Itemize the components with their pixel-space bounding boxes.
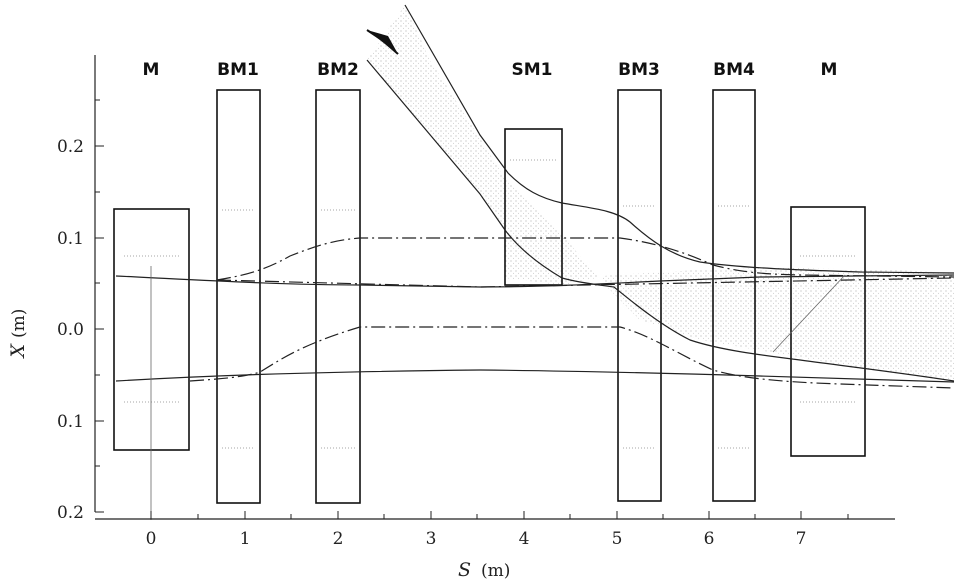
- injected-beam-band: [367, 5, 954, 380]
- injection-arrow-icon: [366, 29, 399, 55]
- magnet-bm3: BM3: [617, 60, 662, 502]
- x-tick-label: 4: [519, 529, 530, 549]
- x-tick-label: 6: [704, 529, 715, 549]
- injected-outer-line: [404, 4, 954, 274]
- x-tick-label: 7: [796, 529, 807, 549]
- magnet-label: BM1: [217, 60, 259, 80]
- envelope-center-dashdot: [216, 277, 954, 288]
- x-tick-label: 3: [426, 529, 437, 549]
- magnet-label: SM1: [512, 60, 553, 80]
- injected-inner-line: [366, 59, 954, 382]
- x-tick-label: 0: [146, 529, 157, 549]
- x-axis-symbol: S: [458, 559, 471, 581]
- envelope-upper-dashdot-top: [216, 237, 954, 281]
- magnet-label: M: [143, 60, 160, 80]
- magnet-label: BM3: [618, 60, 660, 80]
- magnet-m-right: M: [790, 60, 866, 457]
- y-axis: 0.2 0.1 0.0 0.1 0.2 X (m): [7, 55, 104, 523]
- x-tick-label: 5: [612, 529, 623, 549]
- magnet-bm4: BM4: [712, 60, 756, 502]
- magnet-label: BM2: [317, 60, 359, 80]
- y-tick-label: 0.0: [57, 320, 84, 340]
- magnet-label: M: [821, 60, 838, 80]
- y-tick-label: 0.2: [57, 137, 84, 157]
- magnet-sm1: SM1: [504, 60, 563, 286]
- y-tick-label: 0.1: [57, 229, 84, 249]
- x-axis: 0 1 2 3 4 5 6 7 S (m): [95, 511, 895, 581]
- x-axis-unit: (m): [481, 561, 510, 581]
- reference-slash: [772, 274, 846, 353]
- magnet-bm2: BM2: [315, 60, 361, 504]
- y-axis-unit: (m): [9, 309, 29, 338]
- x-tick-label: 1: [240, 529, 251, 549]
- y-axis-symbol: X: [7, 343, 29, 360]
- envelope-lower-solid: [115, 369, 954, 383]
- y-tick-label: 0.2: [57, 503, 84, 523]
- x-tick-label: 2: [333, 529, 344, 549]
- magnet-m-left: M: [113, 60, 190, 451]
- y-tick-label: 0.1: [57, 412, 84, 432]
- envelope-lower-dashdot-bottom: [189, 326, 954, 389]
- magnet-label: BM4: [713, 60, 755, 80]
- magnet-bm1: BM1: [216, 60, 261, 504]
